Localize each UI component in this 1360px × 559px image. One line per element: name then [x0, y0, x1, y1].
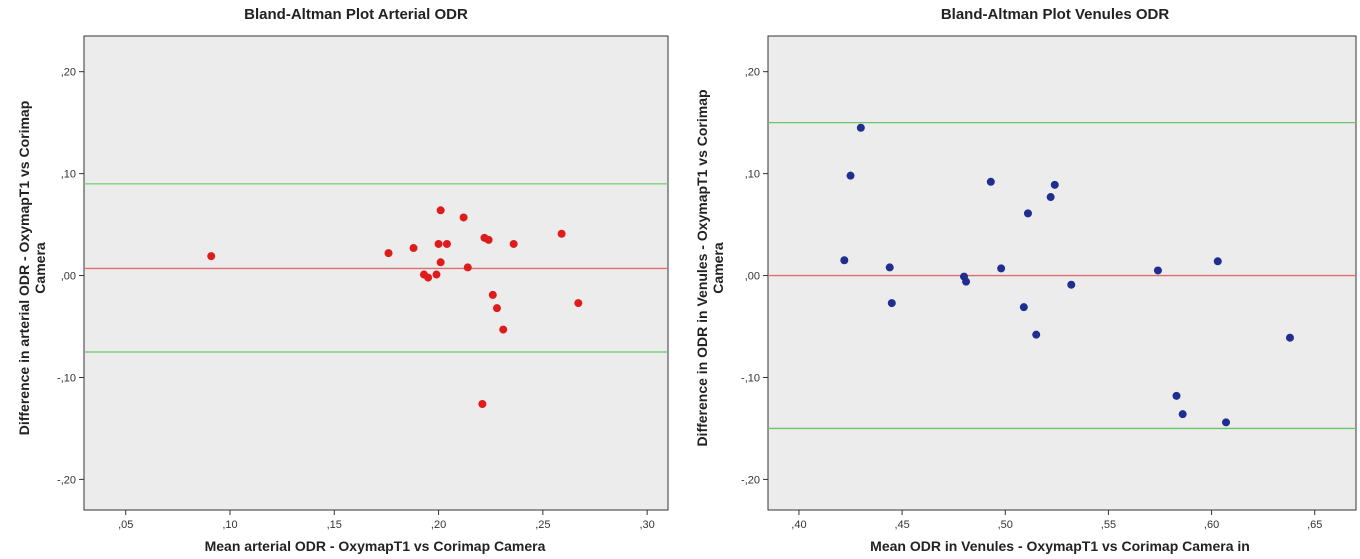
x-tick-label: ,50 — [998, 519, 1013, 531]
plot-svg: ,20 ,10 ,00 -,10 -,20 ,05 ,10 ,15 ,20 ,25 ,30 — [57, 35, 669, 531]
data-point — [557, 229, 566, 238]
y-tick-label: -,10 — [741, 372, 760, 384]
y-tick-label: ,10 — [745, 169, 760, 181]
y-tick-label: ,00 — [745, 271, 760, 283]
x-tick-label: ,05 — [118, 519, 133, 531]
y-tick-label: -,20 — [57, 474, 76, 486]
data-point — [856, 123, 865, 132]
data-point — [986, 177, 995, 186]
y-tick-label: ,10 — [61, 169, 76, 181]
x-tick-label: ,10 — [222, 519, 237, 531]
data-point — [459, 213, 468, 222]
venules-chart: Bland-Altman Plot Venules ODR Difference… — [680, 0, 1360, 559]
x-tick-label: ,30 — [639, 519, 654, 531]
data-point — [1046, 193, 1055, 202]
data-point — [442, 239, 451, 248]
data-point — [997, 264, 1006, 273]
data-point — [499, 325, 508, 334]
data-point — [1023, 209, 1032, 218]
plot-area — [767, 35, 1357, 511]
y-tick-label: ,20 — [61, 67, 76, 79]
data-point — [463, 263, 472, 272]
plot-area — [83, 35, 669, 511]
data-point — [409, 244, 418, 253]
x-tick-label: ,45 — [894, 519, 909, 531]
data-point — [846, 171, 855, 180]
data-point — [840, 256, 849, 265]
data-point — [509, 239, 518, 248]
data-point — [432, 270, 441, 279]
data-point — [424, 273, 433, 282]
data-point — [384, 249, 393, 258]
data-point — [1032, 330, 1041, 339]
chart-title: Bland-Altman Plot Venules ODR — [940, 6, 1170, 23]
data-point — [574, 299, 583, 308]
x-tick-label: ,20 — [431, 519, 446, 531]
data-point — [1172, 391, 1181, 400]
chart-title: Bland-Altman Plot Arterial ODR — [244, 6, 468, 23]
data-point — [962, 277, 971, 286]
data-point — [885, 263, 894, 272]
x-tick-label: ,65 — [1307, 519, 1322, 531]
data-point — [484, 235, 493, 244]
data-point — [492, 304, 501, 313]
x-tick-label: ,15 — [327, 519, 342, 531]
arterial-chart: Bland-Altman Plot Arterial ODR Differenc… — [16, 6, 669, 554]
data-point — [1153, 266, 1162, 275]
data-point — [1050, 180, 1059, 189]
x-tick-label: ,25 — [535, 519, 550, 531]
y-tick-label: ,00 — [61, 271, 76, 283]
data-point — [1222, 418, 1231, 427]
data-point — [488, 290, 497, 299]
x-axis-label: Mean arterial ODR - OxymapT1 vs Corimap … — [204, 538, 546, 554]
data-point — [1067, 280, 1076, 289]
y-tick-label: -,20 — [741, 474, 760, 486]
plot-svg: ,20 ,10 ,00 -,10 -,20 ,40 ,45 ,50 ,55 ,60 ,65 — [741, 35, 1357, 531]
data-point — [434, 239, 443, 248]
x-tick-label: ,40 — [791, 519, 806, 531]
x-tick-label: ,55 — [1101, 519, 1116, 531]
y-tick-label: -,10 — [57, 372, 76, 384]
data-point — [207, 252, 216, 261]
data-point — [1213, 257, 1222, 266]
data-point — [436, 258, 445, 267]
x-tick-label: ,60 — [1204, 519, 1219, 531]
x-axis-label: Mean ODR in Venules - OxymapT1 vs Corima… — [870, 538, 1250, 554]
y-tick-label: ,20 — [745, 67, 760, 79]
data-point — [887, 299, 896, 308]
data-point — [478, 399, 487, 408]
data-point — [1178, 410, 1187, 419]
data-point — [1019, 303, 1028, 312]
data-point — [1285, 333, 1294, 342]
data-point — [436, 206, 445, 215]
